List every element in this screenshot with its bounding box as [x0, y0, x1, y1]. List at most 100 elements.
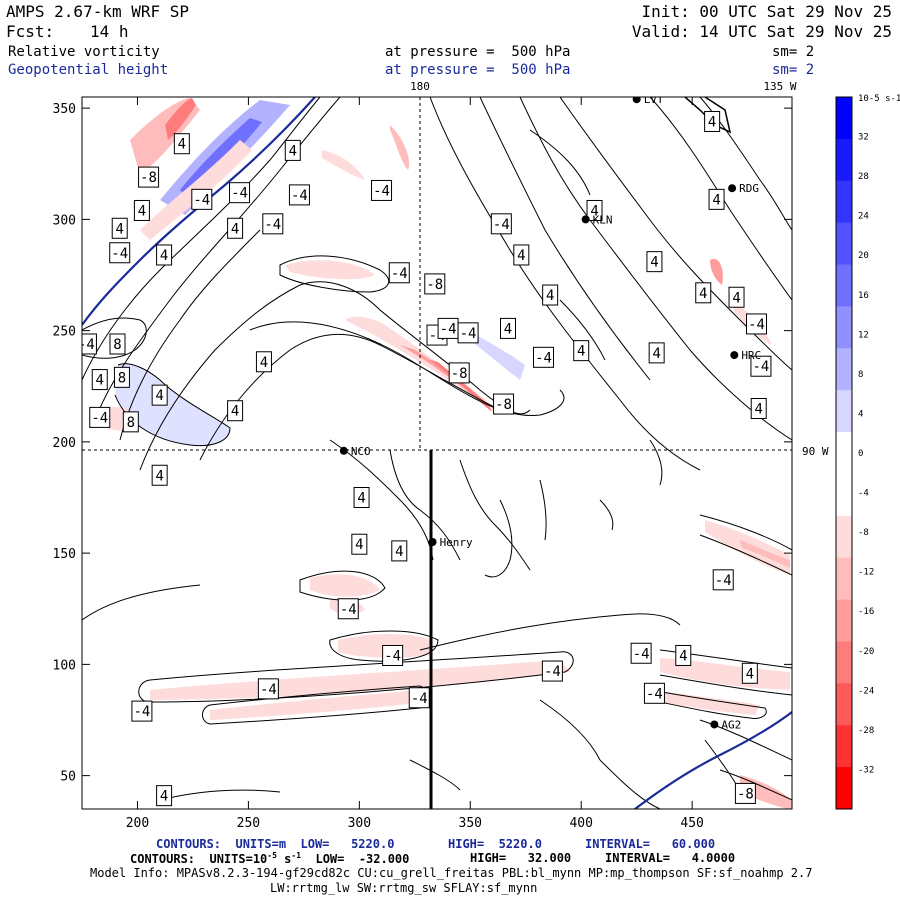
- field2-name: Geopotential height: [8, 62, 169, 78]
- contour-label: -4: [388, 262, 410, 284]
- colorbar-tick-label: 8: [858, 370, 863, 380]
- contour-label: -4: [131, 700, 153, 722]
- contour-label-box: [746, 313, 767, 335]
- colorbar-tick-label: -28: [858, 726, 874, 736]
- contour-label-text: 4: [116, 221, 124, 237]
- station-name: NCO: [351, 445, 371, 458]
- x-axis: 200 250 300 350 400 450: [126, 97, 704, 831]
- colorbar-swatch: [836, 222, 852, 266]
- vorticity-contours: [82, 97, 792, 809]
- contour-label-box: [122, 411, 139, 433]
- contour-label: -8: [448, 362, 470, 384]
- contour-label: -4: [191, 188, 213, 210]
- field2-level: at pressure = 500 hPa: [385, 62, 571, 78]
- y-axis: 50 100 150 200 250 300 350: [53, 102, 792, 785]
- colorbar-tick-label: 24: [858, 212, 869, 222]
- contour-label: 4: [675, 644, 692, 666]
- contour-label: 4: [351, 533, 368, 555]
- plot-frame: [81, 96, 793, 810]
- station-henry: Henry: [428, 536, 473, 549]
- contour-label: 8: [109, 333, 126, 355]
- station-nco: NCO: [339, 445, 371, 458]
- station-dot: [428, 538, 437, 546]
- colorbar-tick-label: 32: [858, 133, 869, 143]
- contour-label-box: [741, 662, 758, 684]
- contour-label: 4: [111, 217, 128, 239]
- contour-label: -4: [262, 213, 284, 235]
- vorticity-low: LOW= -32.000: [301, 852, 410, 866]
- contour-label-box: [138, 166, 160, 188]
- contour-label: 4: [648, 342, 665, 364]
- contour-label-box: [191, 188, 213, 210]
- contour-label-box: [542, 284, 559, 306]
- contour-label-text: -4: [264, 217, 281, 233]
- y-tick-label: 350: [53, 102, 76, 117]
- contour-label-box: [728, 286, 745, 308]
- station-hrc: HRC: [730, 349, 761, 362]
- colorbar-tick-label: -4: [858, 489, 869, 499]
- contour-label-box: [151, 464, 168, 486]
- contour-label-box: [704, 110, 721, 132]
- model-info: Model Info: MPASv8.2.3-194-gf29cd82c CU:…: [90, 866, 813, 880]
- contour-label-box: [586, 199, 603, 221]
- contour-label-text: -4: [111, 246, 128, 262]
- contour-label: 4: [695, 282, 712, 304]
- height-contour-info: CONTOURS: UNITS=m LOW= 5220.0: [156, 837, 395, 851]
- station-name: AG2: [721, 718, 741, 731]
- colorbar-swatch: [836, 180, 852, 224]
- contour-label-text: -4: [460, 326, 477, 342]
- contour-label: 4: [227, 400, 244, 422]
- contour-label: -4: [750, 355, 772, 377]
- station-ag2: AG2: [710, 718, 741, 731]
- colorbar-tick-label: -24: [858, 686, 874, 696]
- contour-label-text: -8: [451, 366, 468, 382]
- contour-label: 4: [284, 139, 301, 161]
- contour-label-box: [262, 213, 284, 235]
- contour-label-box: [457, 322, 479, 344]
- contour-label-box: [131, 700, 153, 722]
- colorbar-swatch: [836, 683, 852, 726]
- contour-label-text: -4: [260, 682, 277, 698]
- contour-label: 4: [708, 188, 725, 210]
- contour-label-text: -4: [384, 648, 401, 664]
- contour-label-box: [675, 644, 692, 666]
- contour-label-box: [133, 199, 150, 221]
- contour-label-box: [448, 362, 470, 384]
- station-dot: [632, 97, 641, 104]
- contour-label-text: -4: [715, 573, 732, 589]
- contour-label: 4: [255, 351, 272, 373]
- contour-label-text: 8: [127, 415, 135, 431]
- colorbar: 32 28 24 20 16 12 8 4 0 -4 -8 -12 -16 -20 -24 -28 -32: [835, 96, 874, 810]
- y-tick-label: 100: [53, 658, 76, 673]
- contour-label-text: 4: [155, 468, 163, 484]
- contour-label: -8: [493, 393, 515, 415]
- contour-label: 4: [646, 251, 663, 273]
- contour-label-box: [82, 333, 97, 355]
- contour-label-text: -4: [633, 646, 650, 662]
- contour-label-text: 8: [113, 337, 121, 353]
- station-name: HRC: [741, 349, 761, 362]
- colorbar-swatch: [836, 515, 852, 559]
- contour-label-text: -4: [544, 664, 561, 680]
- forecast-label: Fcst:: [6, 22, 55, 41]
- vorticity-units: CONTOURS: UNITS=10: [130, 852, 268, 866]
- contour-label-text: -4: [78, 337, 95, 353]
- contour-label: -4: [408, 687, 430, 709]
- station-dot: [339, 446, 348, 455]
- contour-label: 4: [353, 487, 370, 508]
- contour-label: -4: [257, 678, 279, 700]
- contour-label-box: [533, 346, 554, 368]
- contour-label: 4: [151, 384, 168, 406]
- colorbar-swatch: [836, 641, 852, 684]
- contour-label-box: [648, 342, 665, 364]
- contour-label-box: [288, 184, 310, 206]
- contour-label-text: -4: [91, 410, 108, 426]
- station-kln: KLN: [581, 213, 613, 226]
- colorbar-tick-label: 0: [858, 449, 863, 459]
- contour-label-box: [541, 660, 563, 682]
- graticule-lines: [82, 97, 792, 451]
- colorbar-swatch: [836, 557, 852, 601]
- station-name: KLN: [593, 213, 613, 226]
- contour-label-text: 4: [155, 388, 163, 404]
